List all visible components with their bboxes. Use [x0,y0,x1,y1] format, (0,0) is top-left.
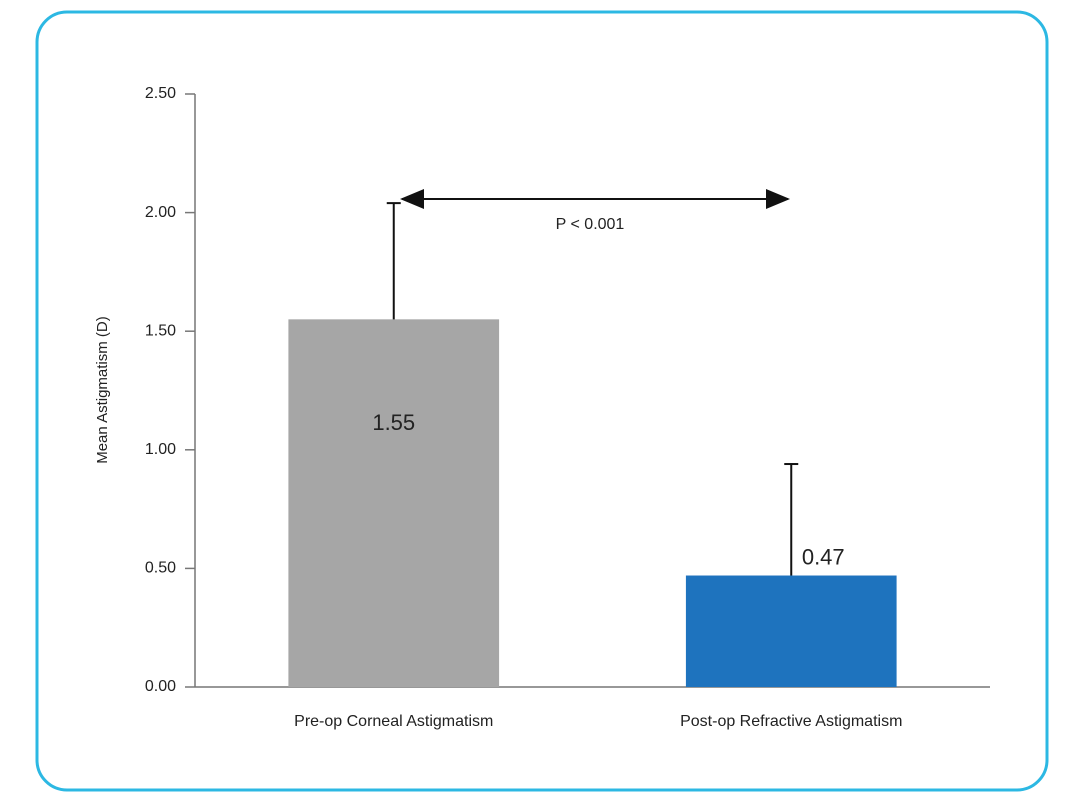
annotation: P < 0.001 [556,216,625,233]
y-tick-label: 0.50 [145,560,176,577]
value-label: 0.47 [802,544,845,569]
value-label: 1.55 [372,410,415,435]
y-tick-label: 0.00 [145,678,176,695]
bar [685,575,897,687]
y-tick-label: 2.00 [145,204,176,221]
y-tick-label: 2.50 [145,85,176,102]
x-tick-label: Post-op Refractive Astigmatism [680,713,902,730]
y-axis-label: Mean Astigmatism (D) [94,316,111,464]
bar [288,319,500,687]
y-tick-label: 1.00 [145,441,176,458]
x-tick-label: Pre-op Corneal Astigmatism [294,713,493,730]
y-tick-label: 1.50 [145,322,176,339]
